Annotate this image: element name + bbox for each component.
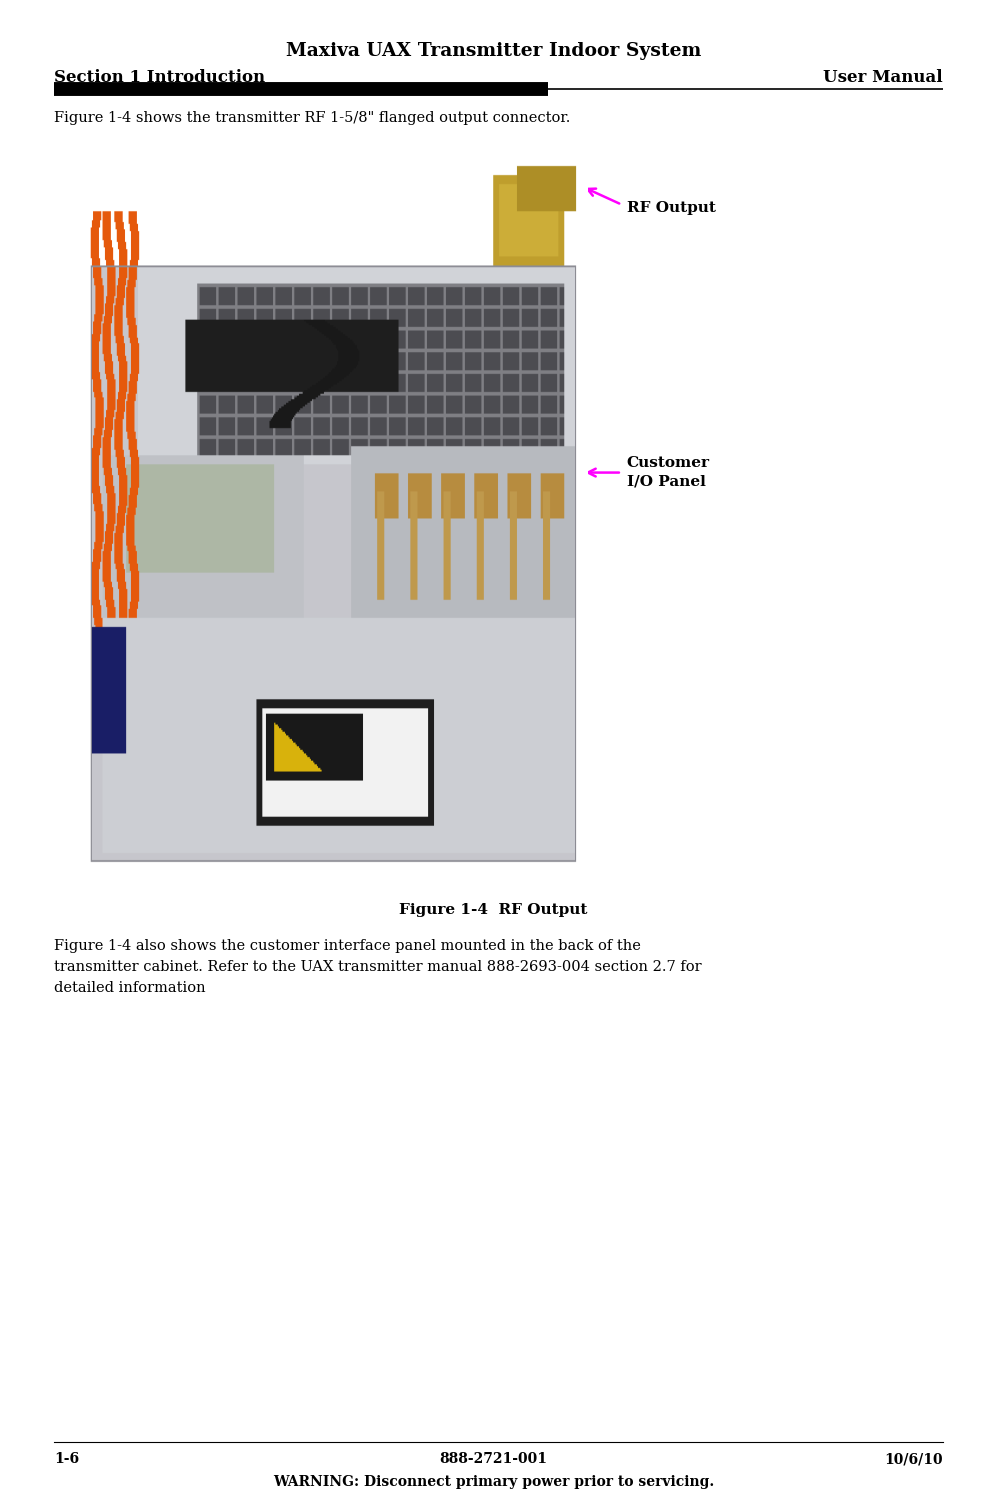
FancyBboxPatch shape — [71, 679, 318, 838]
Text: Figure 1-4 also shows the customer interface panel mounted in the back of the
tr: Figure 1-4 also shows the customer inter… — [54, 939, 701, 995]
Text: RF Output: RF Output — [626, 200, 715, 215]
Text: Parallel Remote
and Interlock
Connections: Parallel Remote and Interlock Connection… — [136, 734, 253, 783]
Text: 1-6: 1-6 — [54, 1452, 79, 1466]
Text: Maxiva UAX Transmitter Indoor System: Maxiva UAX Transmitter Indoor System — [286, 42, 700, 60]
Text: Figure 1-4  RF Output: Figure 1-4 RF Output — [399, 903, 587, 917]
Text: WARNING: Disconnect primary power prior to servicing.: WARNING: Disconnect primary power prior … — [272, 1475, 714, 1488]
Text: Section 1 Introduction: Section 1 Introduction — [54, 69, 265, 86]
Text: 888-2721-001: 888-2721-001 — [439, 1452, 547, 1466]
Text: 10/6/10: 10/6/10 — [883, 1452, 942, 1466]
Text: Customer
I/O Panel: Customer I/O Panel — [626, 456, 709, 489]
Text: User Manual: User Manual — [822, 69, 942, 86]
Text: Figure 1-4 shows the transmitter RF 1-5/8" flanged output connector.: Figure 1-4 shows the transmitter RF 1-5/… — [54, 111, 570, 125]
